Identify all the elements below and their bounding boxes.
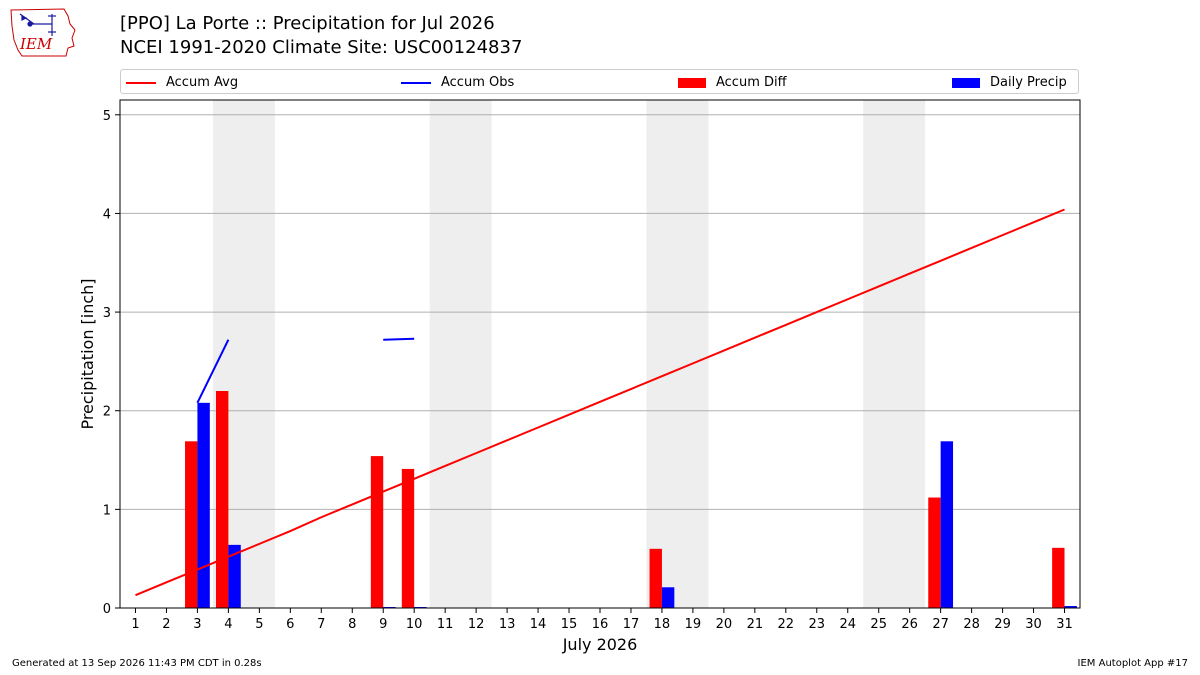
x-tick-label: 27 <box>932 617 949 632</box>
legend-label-accum-avg: Accum Avg <box>166 75 239 90</box>
daily-precip-bar <box>661 587 675 608</box>
x-tick-label: 2 <box>162 617 170 632</box>
iowa-outline-shape <box>10 8 76 57</box>
x-tick-label: 23 <box>809 617 826 632</box>
x-tick-label: 31 <box>1056 617 1073 632</box>
legend-label-accum-obs: Accum Obs <box>441 75 515 90</box>
x-tick-label: 8 <box>348 617 356 632</box>
x-axis-label: July 2026 <box>562 635 638 654</box>
y-tick-label: 2 <box>103 405 111 420</box>
legend-item-daily-precip: Daily Precip <box>952 70 1067 95</box>
footer-generated: Generated at 13 Sep 2026 11:43 PM CDT in… <box>12 658 262 669</box>
x-tick-label: 18 <box>654 617 671 632</box>
x-tick-label: 19 <box>685 617 702 632</box>
x-tick-label: 6 <box>286 617 294 632</box>
x-tick-label: 21 <box>747 617 764 632</box>
daily-precip-bar <box>228 544 241 608</box>
x-tick-label: 15 <box>561 617 578 632</box>
x-tick-label: 16 <box>592 617 609 632</box>
y-tick-label: 3 <box>103 306 111 321</box>
x-tick-label: 20 <box>716 617 733 632</box>
accum-diff-bar <box>216 390 229 608</box>
accum-diff-bar <box>1052 547 1065 608</box>
accum-diff-bar <box>928 497 941 608</box>
legend-item-accum-obs: Accum Obs <box>401 70 514 95</box>
x-tick-label: 11 <box>437 617 454 632</box>
x-tick-label: 9 <box>379 617 387 632</box>
x-tick-label: 3 <box>193 617 201 632</box>
x-tick-label: 14 <box>530 617 547 632</box>
daily-precip-bar <box>940 441 954 608</box>
footer-app: IEM Autoplot App #17 <box>1077 658 1188 669</box>
x-tick-label: 22 <box>778 617 795 632</box>
iem-logo: IEM <box>10 8 76 57</box>
x-tick-label: 30 <box>1025 617 1042 632</box>
accum-diff-bar <box>649 548 662 608</box>
y-axis-label: Precipitation [inch] <box>78 278 97 429</box>
logo-text: IEM <box>19 35 53 53</box>
x-tick-label: 1 <box>131 617 139 632</box>
weekend-shade <box>646 100 709 608</box>
x-tick-label: 24 <box>839 617 856 632</box>
chart-title: [PPO] La Porte :: Precipitation for Jul … <box>120 12 522 60</box>
x-tick-label: 26 <box>901 617 918 632</box>
accum-diff-bar <box>401 468 415 608</box>
x-tick-label: 10 <box>406 617 423 632</box>
daily-precip-bar <box>1064 606 1077 608</box>
x-tick-label: 7 <box>317 617 325 632</box>
x-tick-label: 17 <box>623 617 640 632</box>
chart-legend: Accum Avg Accum Obs Accum Diff Daily Pre… <box>120 69 1079 94</box>
x-tick-label: 4 <box>224 617 232 632</box>
y-tick-label: 5 <box>103 109 111 124</box>
x-tick-label: 5 <box>255 617 263 632</box>
weekend-shade <box>429 100 492 608</box>
accum-obs-line <box>196 339 230 404</box>
x-tick-label: 28 <box>963 617 980 632</box>
accum-obs-line <box>383 337 415 341</box>
x-tick-label: 13 <box>499 617 516 632</box>
y-tick-label: 4 <box>103 207 111 222</box>
y-tick-label: 0 <box>103 602 111 617</box>
legend-label-daily-precip: Daily Precip <box>990 75 1067 90</box>
legend-swatch-daily-precip <box>952 77 980 88</box>
y-tick-label: 1 <box>103 503 111 518</box>
legend-label-accum-diff: Accum Diff <box>716 75 787 90</box>
legend-swatch-accum-avg <box>126 81 156 84</box>
accum-avg-line <box>135 208 1065 597</box>
legend-swatch-accum-diff <box>678 77 706 88</box>
weekend-shade <box>863 100 926 608</box>
x-tick-label: 25 <box>870 617 887 632</box>
legend-item-accum-diff: Accum Diff <box>678 70 787 95</box>
legend-swatch-accum-obs <box>401 81 431 84</box>
chart-title-line2: NCEI 1991-2020 Climate Site: USC00124837 <box>120 37 523 58</box>
accum-diff-bar <box>185 441 198 608</box>
chart-title-line1: [PPO] La Porte :: Precipitation for Jul … <box>120 13 495 34</box>
accum-diff-bar <box>370 456 384 608</box>
daily-precip-bar <box>197 402 210 608</box>
x-tick-label: 29 <box>994 617 1011 632</box>
x-tick-label: 12 <box>468 617 485 632</box>
weather-instrument-icon <box>19 13 56 36</box>
legend-item-accum-avg: Accum Avg <box>126 70 238 95</box>
